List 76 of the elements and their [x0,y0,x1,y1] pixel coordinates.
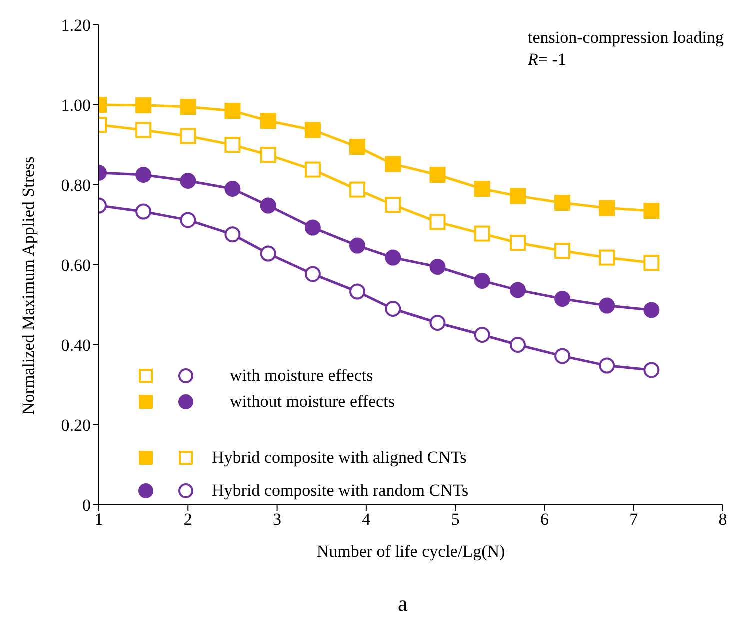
point [554,195,571,211]
point [224,137,241,153]
point [554,348,571,364]
point [644,362,660,378]
y-tick-label: 1.20 [61,16,91,36]
point [430,214,446,230]
point [599,358,616,374]
point [224,103,241,119]
annotation: without moisture effects [230,392,395,412]
y-tick-label: 0 [82,496,91,516]
point [260,198,276,214]
annotation: Hybrid composite with random CNTs [212,481,469,501]
point [385,250,402,266]
point [385,301,402,317]
point [510,235,526,251]
point [136,97,152,114]
point [260,246,276,262]
y-tick-label: 0.60 [61,256,91,276]
point [136,122,152,138]
y-tick-label: 1.00 [61,96,91,116]
point [224,181,241,197]
point [474,273,490,289]
point [644,203,660,219]
point [260,113,276,129]
y-tick-label: 0.20 [61,416,91,436]
x-tick-label: 4 [362,510,372,530]
point [599,250,616,266]
point [260,147,276,163]
point [385,156,402,172]
point [180,99,196,115]
point [510,188,526,204]
point [224,226,241,243]
point [510,337,526,353]
point [304,266,321,282]
point [136,167,152,183]
point [474,226,490,242]
point [644,255,660,271]
x-tick-label: 1 [94,510,104,530]
y-tick-label: 0.80 [61,176,91,196]
point [554,291,571,307]
point [350,238,366,254]
x-tick-label: 8 [718,510,728,530]
annotation: Hybrid composite with aligned CNTs [212,448,467,468]
annotation: with moisture effects [230,366,374,386]
point [304,162,321,178]
point [644,302,660,318]
point [180,212,196,228]
point [136,204,152,220]
point [180,173,196,189]
point [474,181,490,197]
point [350,139,366,155]
annotation: R= -1 [528,50,566,70]
point [350,284,366,300]
text: a [398,591,408,617]
point [385,197,402,213]
y-axis-title: Normalized Maximum Applied Stress [19,156,38,415]
point [350,182,366,198]
x-tick-label: 3 [273,510,282,530]
point [180,128,196,144]
x-tick-label: 7 [630,510,639,530]
y-tick-label: 0.40 [61,336,91,356]
point [474,327,490,343]
x-tick-label: 2 [184,510,192,530]
point [599,298,616,314]
point [510,282,526,298]
point [554,243,571,259]
point [430,315,446,331]
x-tick-label: 5 [451,510,460,530]
point [304,122,321,138]
point [304,220,321,236]
x-axis-title: Number of life cycle/Lg(N) [316,542,506,561]
point [430,259,446,275]
point [599,200,616,216]
point [430,167,446,183]
annotation: tension-compression loading [528,28,724,48]
x-tick-label: 6 [540,510,549,530]
